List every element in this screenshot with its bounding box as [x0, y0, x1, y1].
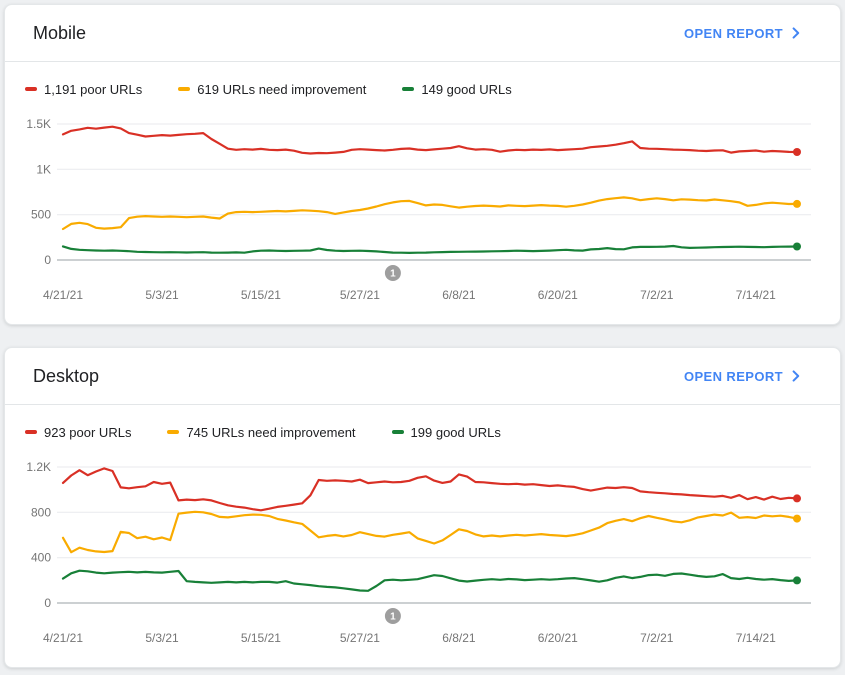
y-axis-label: 800	[31, 505, 51, 519]
legend-item-poor[interactable]: 1,191 poor URLs	[25, 82, 142, 97]
mobile-card-header: Mobile OPEN REPORT	[5, 5, 840, 62]
legend-label-poor: 1,191 poor URLs	[44, 81, 143, 97]
legend-item-good[interactable]: 199 good URLs	[391, 424, 501, 440]
mobile-chart-area: 1.5K 1K 500 0 4/21/21 5/3/21 5/15/21 5/27/21 6/8…	[5, 110, 840, 316]
desktop-chart-area: 1.2K 800 400 0 4/21/21 5/3/21 5/15/21 5/27/21 6/…	[5, 453, 840, 659]
series-line	[61, 244, 799, 254]
legend-label-poor: 923 poor URLs	[44, 424, 132, 440]
open-report-label: OPEN REPORT	[683, 368, 783, 384]
series-end-dot	[793, 199, 801, 208]
open-report-link-mobile[interactable]: OPEN REPORT	[684, 26, 800, 41]
x-axis-label: 6/8/21	[442, 288, 476, 302]
legend-swatch-needs-improvement	[167, 430, 180, 434]
y-axis-label: 1K	[36, 162, 51, 176]
legend-item-needs-improvement[interactable]: 745 URLs need improvement	[167, 424, 356, 440]
y-axis-label: 1.2K	[26, 460, 51, 474]
x-axis-label: 5/15/21	[241, 288, 281, 302]
series-end-dot	[793, 148, 801, 156]
legend-label-good: 199 good URLs	[410, 424, 501, 440]
y-axis-label: 0	[44, 253, 51, 267]
legend-swatch-poor	[25, 87, 37, 91]
legend-mobile: 1,191 poor URLs 619 URLs need improvemen…	[5, 62, 840, 99]
series-line	[61, 196, 799, 231]
x-axis-label: 7/2/21	[640, 631, 674, 645]
chevron-right-icon	[792, 370, 800, 382]
legend-swatch-poor	[25, 430, 37, 434]
legend-label-needs-improvement: 745 URLs need improvement	[186, 424, 356, 440]
legend-swatch-good	[402, 87, 415, 91]
legend-item-needs-improvement[interactable]: 619 URLs need improvement	[178, 82, 366, 97]
card-title-mobile: Mobile	[33, 23, 87, 43]
series-end-dot	[793, 242, 801, 251]
legend-label-good: 149 good URLs	[421, 81, 512, 97]
open-report-link-desktop[interactable]: OPEN REPORT	[684, 369, 800, 384]
chevron-right-icon	[792, 27, 800, 39]
annotation-badge[interactable]	[384, 608, 401, 624]
y-axis-label: 500	[31, 208, 51, 222]
legend-item-good[interactable]: 149 good URLs	[402, 81, 512, 97]
series-line	[61, 125, 799, 155]
legend-swatch-good	[391, 430, 404, 434]
mobile-card: Mobile OPEN REPORT 1,191 poor URLs 619 U…	[4, 4, 841, 325]
x-axis-label: 5/15/21	[241, 631, 281, 645]
series-end-dot	[793, 576, 801, 585]
x-axis-label: 5/27/21	[340, 631, 380, 645]
x-axis-label: 4/21/21	[43, 288, 83, 302]
x-axis-label: 6/20/21	[538, 288, 578, 302]
series-end-dot	[793, 494, 801, 503]
x-axis-label: 6/20/21	[538, 631, 578, 645]
x-axis-label: 5/27/21	[340, 288, 380, 302]
series-line	[61, 569, 799, 592]
series-end-dot	[793, 514, 801, 523]
legend-label-needs-improvement: 619 URLs need improvement	[197, 81, 367, 97]
desktop-card: Desktop OPEN REPORT 923 poor URLs 745 UR…	[4, 347, 841, 668]
x-axis-label: 4/21/21	[43, 631, 83, 645]
y-axis-label: 0	[44, 596, 51, 610]
desktop-card-header: Desktop OPEN REPORT	[5, 348, 840, 405]
open-report-label: OPEN REPORT	[683, 25, 783, 41]
desktop-line-chart[interactable]: 1.2K 800 400 0 4/21/21 5/3/21 5/15/21 5/27/21 6/…	[5, 453, 841, 659]
x-axis-label: 5/3/21	[145, 288, 179, 302]
annotation-badge[interactable]	[384, 265, 401, 281]
series-line	[61, 467, 799, 512]
mobile-line-chart[interactable]: 1.5K 1K 500 0 4/21/21 5/3/21 5/15/21 5/27/21 6/8…	[5, 110, 841, 316]
annotation-badge-label: 1	[390, 612, 396, 623]
x-axis-label: 6/8/21	[442, 631, 476, 645]
legend-item-poor[interactable]: 923 poor URLs	[25, 425, 131, 440]
x-axis-label: 5/3/21	[145, 631, 179, 645]
y-axis-label: 400	[31, 551, 51, 565]
y-axis-label: 1.5K	[26, 117, 51, 131]
series-line	[61, 510, 799, 554]
annotation-badge-label: 1	[390, 269, 396, 280]
x-axis-label: 7/14/21	[736, 631, 776, 645]
x-axis-label: 7/14/21	[736, 288, 776, 302]
legend-swatch-needs-improvement	[178, 87, 191, 91]
card-title-desktop: Desktop	[33, 366, 100, 386]
legend-desktop: 923 poor URLs 745 URLs need improvement …	[5, 405, 840, 442]
x-axis-label: 7/2/21	[640, 288, 674, 302]
